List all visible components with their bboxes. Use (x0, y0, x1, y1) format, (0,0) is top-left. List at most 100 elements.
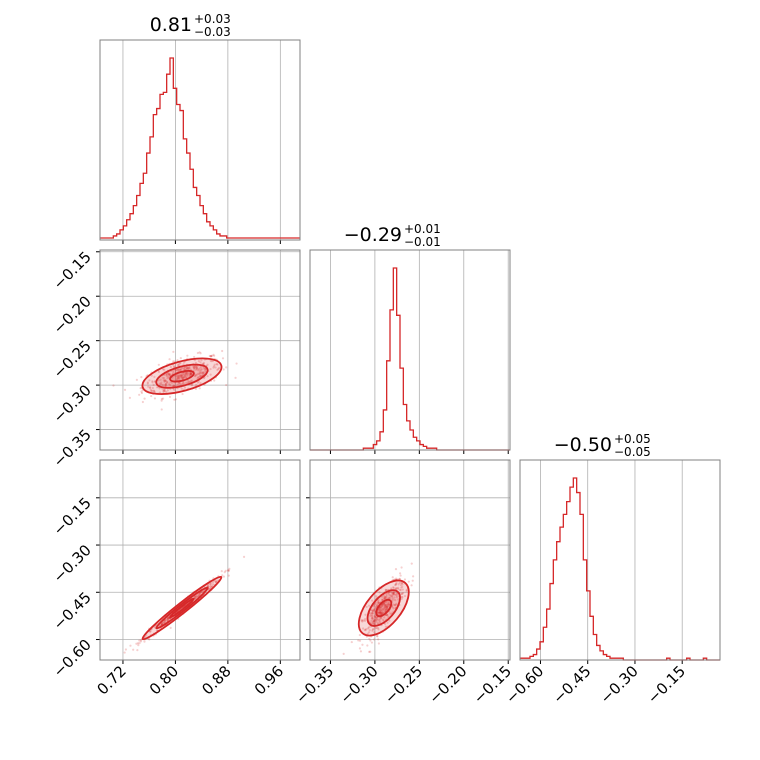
scatter-point (371, 616, 374, 619)
scatter-point (197, 360, 201, 363)
scatter-point (151, 380, 154, 383)
scatter-point (167, 617, 170, 620)
scatter-point (176, 375, 179, 378)
panel-background (520, 460, 720, 660)
scatter-point (176, 376, 179, 379)
scatter-point (164, 378, 167, 382)
scatter-point (387, 593, 390, 596)
scatter-point (185, 366, 188, 370)
scatter-point (176, 374, 180, 377)
scatter-point (384, 608, 387, 611)
scatter-point (200, 359, 203, 362)
panel-title-1: 0.81 +0.03−0.03 (150, 12, 231, 39)
scatter-point (382, 602, 385, 605)
scatter-point (217, 367, 220, 371)
scatter-point (379, 611, 382, 615)
scatter-point (186, 367, 189, 370)
scatter-point (379, 610, 382, 614)
scatter-point (410, 562, 413, 565)
scatter-point (149, 630, 152, 633)
scatter-point (163, 368, 166, 371)
scatter-point (371, 617, 374, 620)
scatter-point (179, 382, 182, 385)
x-tick-label: 0.72 (93, 662, 129, 698)
scatter-point (186, 354, 189, 357)
scatter-point (395, 596, 398, 599)
scatter-point (372, 627, 375, 631)
scatter-point (201, 372, 204, 375)
y-tick-label: −0.45 (50, 588, 95, 633)
scatter-point (199, 352, 202, 355)
scatter-point (162, 368, 165, 371)
scatter-point (199, 374, 203, 378)
scatter-point (189, 371, 192, 375)
scatter-point (198, 387, 201, 390)
scatter-point (394, 587, 397, 590)
scatter-point (190, 372, 193, 375)
title-plus: +0.01 (404, 222, 441, 236)
scatter-point (392, 607, 395, 610)
scatter-point (221, 574, 224, 577)
scatter-point (378, 621, 382, 624)
scatter-point (379, 612, 383, 615)
scatter-point (179, 368, 182, 371)
scatter-point (181, 392, 184, 396)
contour-level-3 (169, 597, 195, 619)
scatter-point (383, 595, 387, 599)
panel-border (519, 459, 721, 661)
scatter-point (378, 619, 381, 622)
scatter-point (384, 622, 387, 626)
scatter-point (160, 381, 163, 384)
scatter-point (371, 609, 374, 612)
scatter-point (369, 612, 372, 615)
scatter-point (152, 383, 155, 386)
scatter-point (377, 626, 380, 630)
scatter-point (397, 598, 400, 601)
scatter-point (387, 602, 390, 605)
y-tick-label: −0.15 (50, 248, 95, 293)
scatter-point (192, 367, 196, 370)
scatter-point (169, 374, 172, 377)
scatter-point (377, 612, 380, 615)
histogram-panel-2: −0.29 +0.01−0.01 (309, 222, 511, 454)
scatter-point (193, 367, 196, 370)
scatter-point (378, 608, 381, 611)
scatter-point (168, 358, 171, 361)
scatter-point (213, 354, 216, 357)
scatter-point (153, 389, 156, 393)
scatter-point (140, 375, 143, 379)
scatter-point (172, 384, 176, 387)
scatter-point (374, 627, 377, 630)
scatter-point (390, 587, 393, 590)
scatter-point (373, 638, 376, 641)
scatter-point (390, 590, 393, 593)
scatter-panel-2-3 (306, 459, 511, 664)
scatter-point (146, 381, 149, 384)
scatter-panel-1-3 (96, 459, 301, 664)
scatter-point (383, 616, 386, 619)
scatter-point (370, 641, 374, 644)
scatter-point (209, 355, 212, 358)
scatter-point (367, 631, 371, 634)
scatter-point (228, 567, 231, 570)
scatter-point (188, 367, 191, 370)
scatter-point (363, 628, 367, 632)
scatter-point (197, 593, 200, 596)
scatter-point (212, 365, 216, 368)
scatter-point (181, 376, 184, 379)
scatter-point (223, 571, 226, 574)
scatter-point (185, 381, 188, 384)
scatter-point (221, 349, 224, 353)
scatter-point (151, 386, 154, 390)
scatter-point (195, 367, 199, 370)
scatter-point (195, 595, 198, 598)
scatter-point (374, 607, 377, 610)
scatter-point (392, 586, 395, 589)
scatter-point (165, 374, 168, 377)
x-tick-label: −0.45 (549, 662, 594, 707)
histogram-panel-3: −0.50 +0.05−0.05 (519, 432, 721, 664)
scatter-point (394, 567, 398, 571)
scatter-point (189, 372, 193, 375)
scatter-point (202, 362, 205, 366)
x-tick-label: 0.80 (146, 662, 182, 698)
